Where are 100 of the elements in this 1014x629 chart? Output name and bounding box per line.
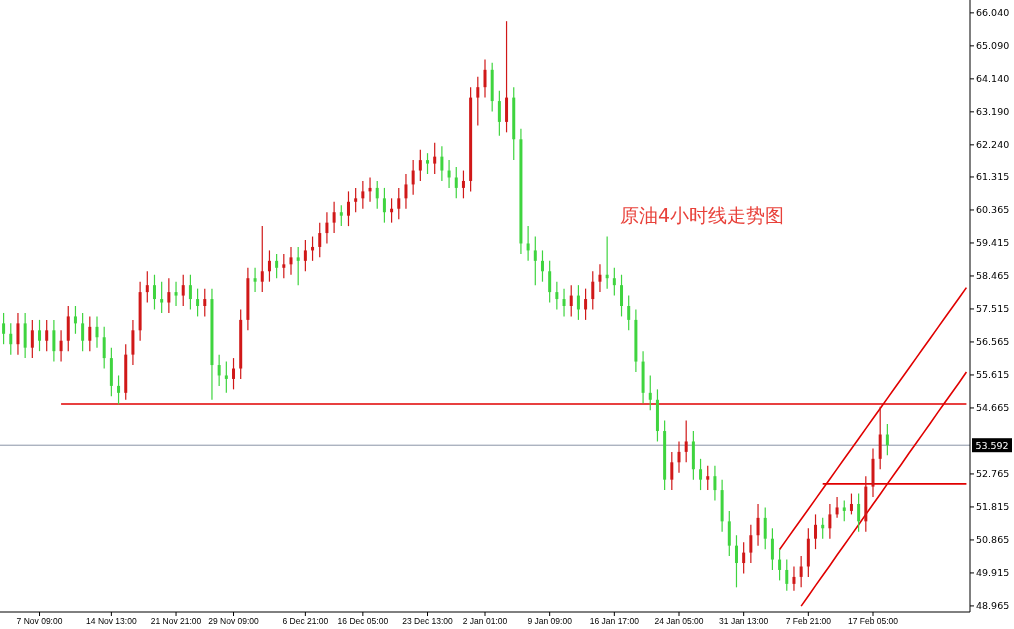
candlestick: [232, 357, 236, 390]
candlestick: [756, 503, 760, 547]
y-tick-label: 57.515: [976, 303, 1010, 315]
candlestick: [778, 548, 782, 581]
candlestick: [670, 451, 674, 491]
candlestick: [181, 274, 185, 307]
candlestick: [311, 235, 315, 262]
candlestick: [526, 225, 530, 262]
candlestick: [325, 211, 329, 245]
x-tick-label: 24 Jan 05:00: [654, 616, 704, 626]
y-tick-label: 56.565: [976, 336, 1010, 348]
candlestick: [95, 315, 99, 349]
candlestick: [476, 76, 480, 126]
y-tick-label: 66.040: [976, 7, 1010, 19]
text: 原油4小时线走势图: [620, 204, 785, 226]
candlestick: [770, 527, 774, 571]
candlestick: [684, 420, 688, 463]
candlestick: [289, 246, 293, 276]
candlestick: [627, 294, 631, 331]
candlestick: [461, 169, 465, 199]
candlestick: [713, 465, 717, 502]
candlestick: [418, 149, 422, 182]
candlestick: [397, 187, 401, 220]
candlestick: [433, 142, 437, 175]
candlestick: [217, 354, 221, 387]
candlestick: [188, 274, 192, 311]
candlestick: [30, 319, 34, 359]
candlestick: [792, 565, 796, 592]
candlestick: [411, 159, 415, 196]
candlestick: [59, 329, 63, 363]
x-tick-label: 6 Dec 21:00: [282, 616, 329, 626]
candlestick: [318, 222, 322, 258]
candlestick: [605, 235, 609, 290]
candlestick: [548, 260, 552, 304]
candlestick: [828, 503, 832, 540]
candlestick: [821, 517, 825, 540]
candlestick: [167, 277, 171, 314]
candlestick: [339, 204, 343, 227]
candlestick: [426, 152, 430, 175]
candlestick: [267, 249, 271, 283]
y-tick-label: 48.965: [976, 600, 1010, 612]
candlestick: [38, 319, 42, 352]
candlestick: [346, 190, 350, 227]
candlestick: [73, 305, 77, 335]
candlestick: [885, 423, 889, 456]
candlestick: [533, 235, 537, 286]
x-tick-label: 21 Nov 21:00: [150, 616, 202, 626]
y-tick-label: 52.765: [976, 468, 1010, 480]
x-tick-label: 7 Nov 09:00: [16, 616, 63, 626]
ref-line-label: 53.592: [975, 439, 1009, 451]
candlestick: [303, 239, 307, 272]
candlestick: [404, 173, 408, 210]
x-tick-label: 9 Jan 09:00: [527, 616, 573, 626]
y-tick-label: 61.315: [976, 171, 1010, 183]
y-tick-label: 60.365: [976, 204, 1010, 216]
candlestick: [253, 267, 257, 293]
y-tick-label: 62.240: [976, 139, 1010, 151]
candlestick: [857, 492, 861, 533]
candlestick: [260, 225, 264, 293]
candlestick: [612, 267, 616, 297]
candlestick: [2, 312, 6, 345]
candlestick: [224, 360, 228, 394]
candlestick: [677, 440, 681, 474]
candlestick: [196, 288, 200, 318]
y-tick-label: 49.915: [976, 567, 1010, 579]
y-tick-label: 64.140: [976, 73, 1010, 85]
candlestick: [361, 180, 365, 210]
x-tick-label: 16 Dec 05:00: [337, 616, 389, 626]
candlestick: [584, 288, 588, 321]
candlestick: [454, 166, 458, 199]
candlestick: [203, 288, 207, 318]
candlestick: [842, 499, 846, 522]
y-tick-label: 63.190: [976, 106, 1010, 118]
candlestick: [375, 180, 379, 210]
candlestick: [699, 458, 703, 491]
x-tick-label: 14 Nov 13:00: [86, 616, 137, 626]
candlestick: [152, 274, 156, 311]
candlestick: [648, 374, 652, 411]
candlestick: [569, 284, 573, 318]
candlestick: [620, 274, 624, 318]
candlestick: [16, 312, 20, 356]
candlestick: [174, 281, 178, 307]
candlestick: [275, 253, 279, 279]
candlestick: [849, 492, 853, 515]
x-tick-label: 29 Nov 09:00: [208, 616, 260, 626]
candlestick: [160, 281, 164, 314]
candlestick: [540, 249, 544, 283]
candlestick: [296, 246, 300, 286]
x-tick-label: 2 Jan 01:00: [462, 616, 508, 626]
y-tick-label: 54.665: [976, 402, 1010, 414]
candlestick: [576, 284, 580, 321]
y-tick-label: 55.615: [976, 369, 1010, 381]
candlestick: [102, 326, 106, 370]
y-tick-label: 51.815: [976, 501, 1010, 513]
candlestick: [835, 496, 839, 519]
x-tick-label: 23 Dec 13:00: [402, 616, 454, 626]
candlestick: [763, 506, 767, 550]
y-tick-label: 65.090: [976, 40, 1010, 52]
x-tick-label: 7 Feb 21:00: [785, 616, 832, 626]
candlestick: [706, 465, 710, 491]
